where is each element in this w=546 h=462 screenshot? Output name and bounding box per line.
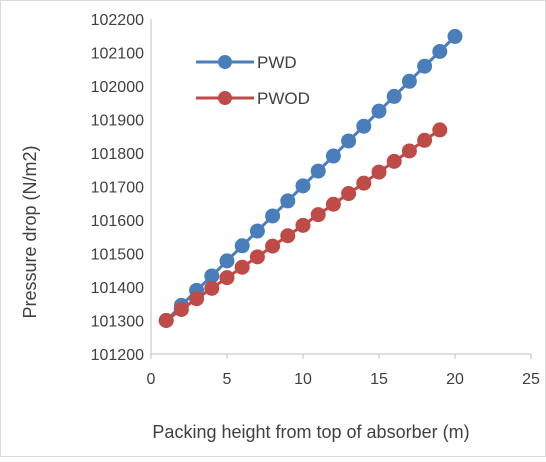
- data-point: [310, 163, 326, 179]
- x-tick-label: 5: [223, 371, 232, 388]
- data-point: [356, 118, 372, 134]
- data-point: [432, 43, 448, 59]
- y-tick-label: 101300: [91, 314, 144, 331]
- data-point: [265, 208, 281, 224]
- data-point: [280, 193, 296, 209]
- data-point: [219, 253, 235, 269]
- y-tick-label: 101400: [91, 280, 144, 297]
- y-tick-label: 101800: [91, 146, 144, 163]
- y-tick-label: 102000: [91, 79, 144, 96]
- data-point: [401, 143, 417, 159]
- data-point: [158, 313, 174, 328]
- legend-label: PWOD: [257, 89, 310, 108]
- legend-item-pwod: PWOD: [196, 89, 310, 108]
- y-tick-label: 102200: [91, 12, 144, 29]
- legend-label: PWD: [257, 53, 297, 72]
- data-point: [204, 280, 220, 296]
- data-point: [447, 28, 463, 44]
- data-point: [325, 148, 341, 164]
- data-point: [265, 238, 281, 254]
- data-point: [310, 207, 326, 223]
- data-point: [432, 122, 448, 138]
- data-point: [356, 175, 372, 191]
- y-tick-label: 101700: [91, 180, 144, 197]
- y-tick-label: 101200: [91, 347, 144, 364]
- data-point: [249, 223, 265, 239]
- data-point: [249, 249, 265, 265]
- series-pwd: [158, 28, 463, 328]
- legend-marker: [218, 55, 232, 69]
- data-point: [401, 73, 417, 89]
- legend: PWD PWOD: [196, 53, 310, 108]
- y-axis-label: Pressure drop (N/m2): [20, 145, 40, 318]
- x-tick-label: 0: [147, 371, 156, 388]
- x-tick-label: 25: [522, 371, 540, 388]
- y-tick-label: 101600: [91, 213, 144, 230]
- y-tick-label: 101900: [91, 113, 144, 130]
- axes: 101200 101300 101400 101500 101600 101700 1018…: [91, 12, 540, 388]
- data-point: [234, 259, 250, 275]
- y-tick-label: 102100: [91, 46, 144, 63]
- data-point: [234, 238, 250, 254]
- data-point: [386, 88, 402, 104]
- series-layer: [158, 28, 463, 328]
- legend-item-pwd: PWD: [196, 53, 297, 72]
- series-pwod: [158, 122, 448, 328]
- data-point: [417, 58, 433, 74]
- data-point: [417, 132, 433, 148]
- y-tick-label: 101500: [91, 247, 144, 264]
- data-point: [189, 291, 205, 307]
- legend-marker: [218, 91, 232, 105]
- data-point: [341, 133, 357, 149]
- data-point: [386, 153, 402, 169]
- data-point: [219, 270, 235, 286]
- data-point: [295, 178, 311, 194]
- x-tick-label: 15: [370, 371, 388, 388]
- data-point: [173, 301, 189, 317]
- data-point: [371, 103, 387, 119]
- x-tick-label: 10: [294, 371, 312, 388]
- x-tick-label: 20: [446, 371, 464, 388]
- x-axis-label: Packing height from top of absorber (m): [152, 422, 469, 442]
- data-point: [341, 186, 357, 202]
- data-point: [325, 196, 341, 212]
- data-point: [295, 217, 311, 233]
- data-point: [280, 228, 296, 244]
- data-point: [371, 164, 387, 180]
